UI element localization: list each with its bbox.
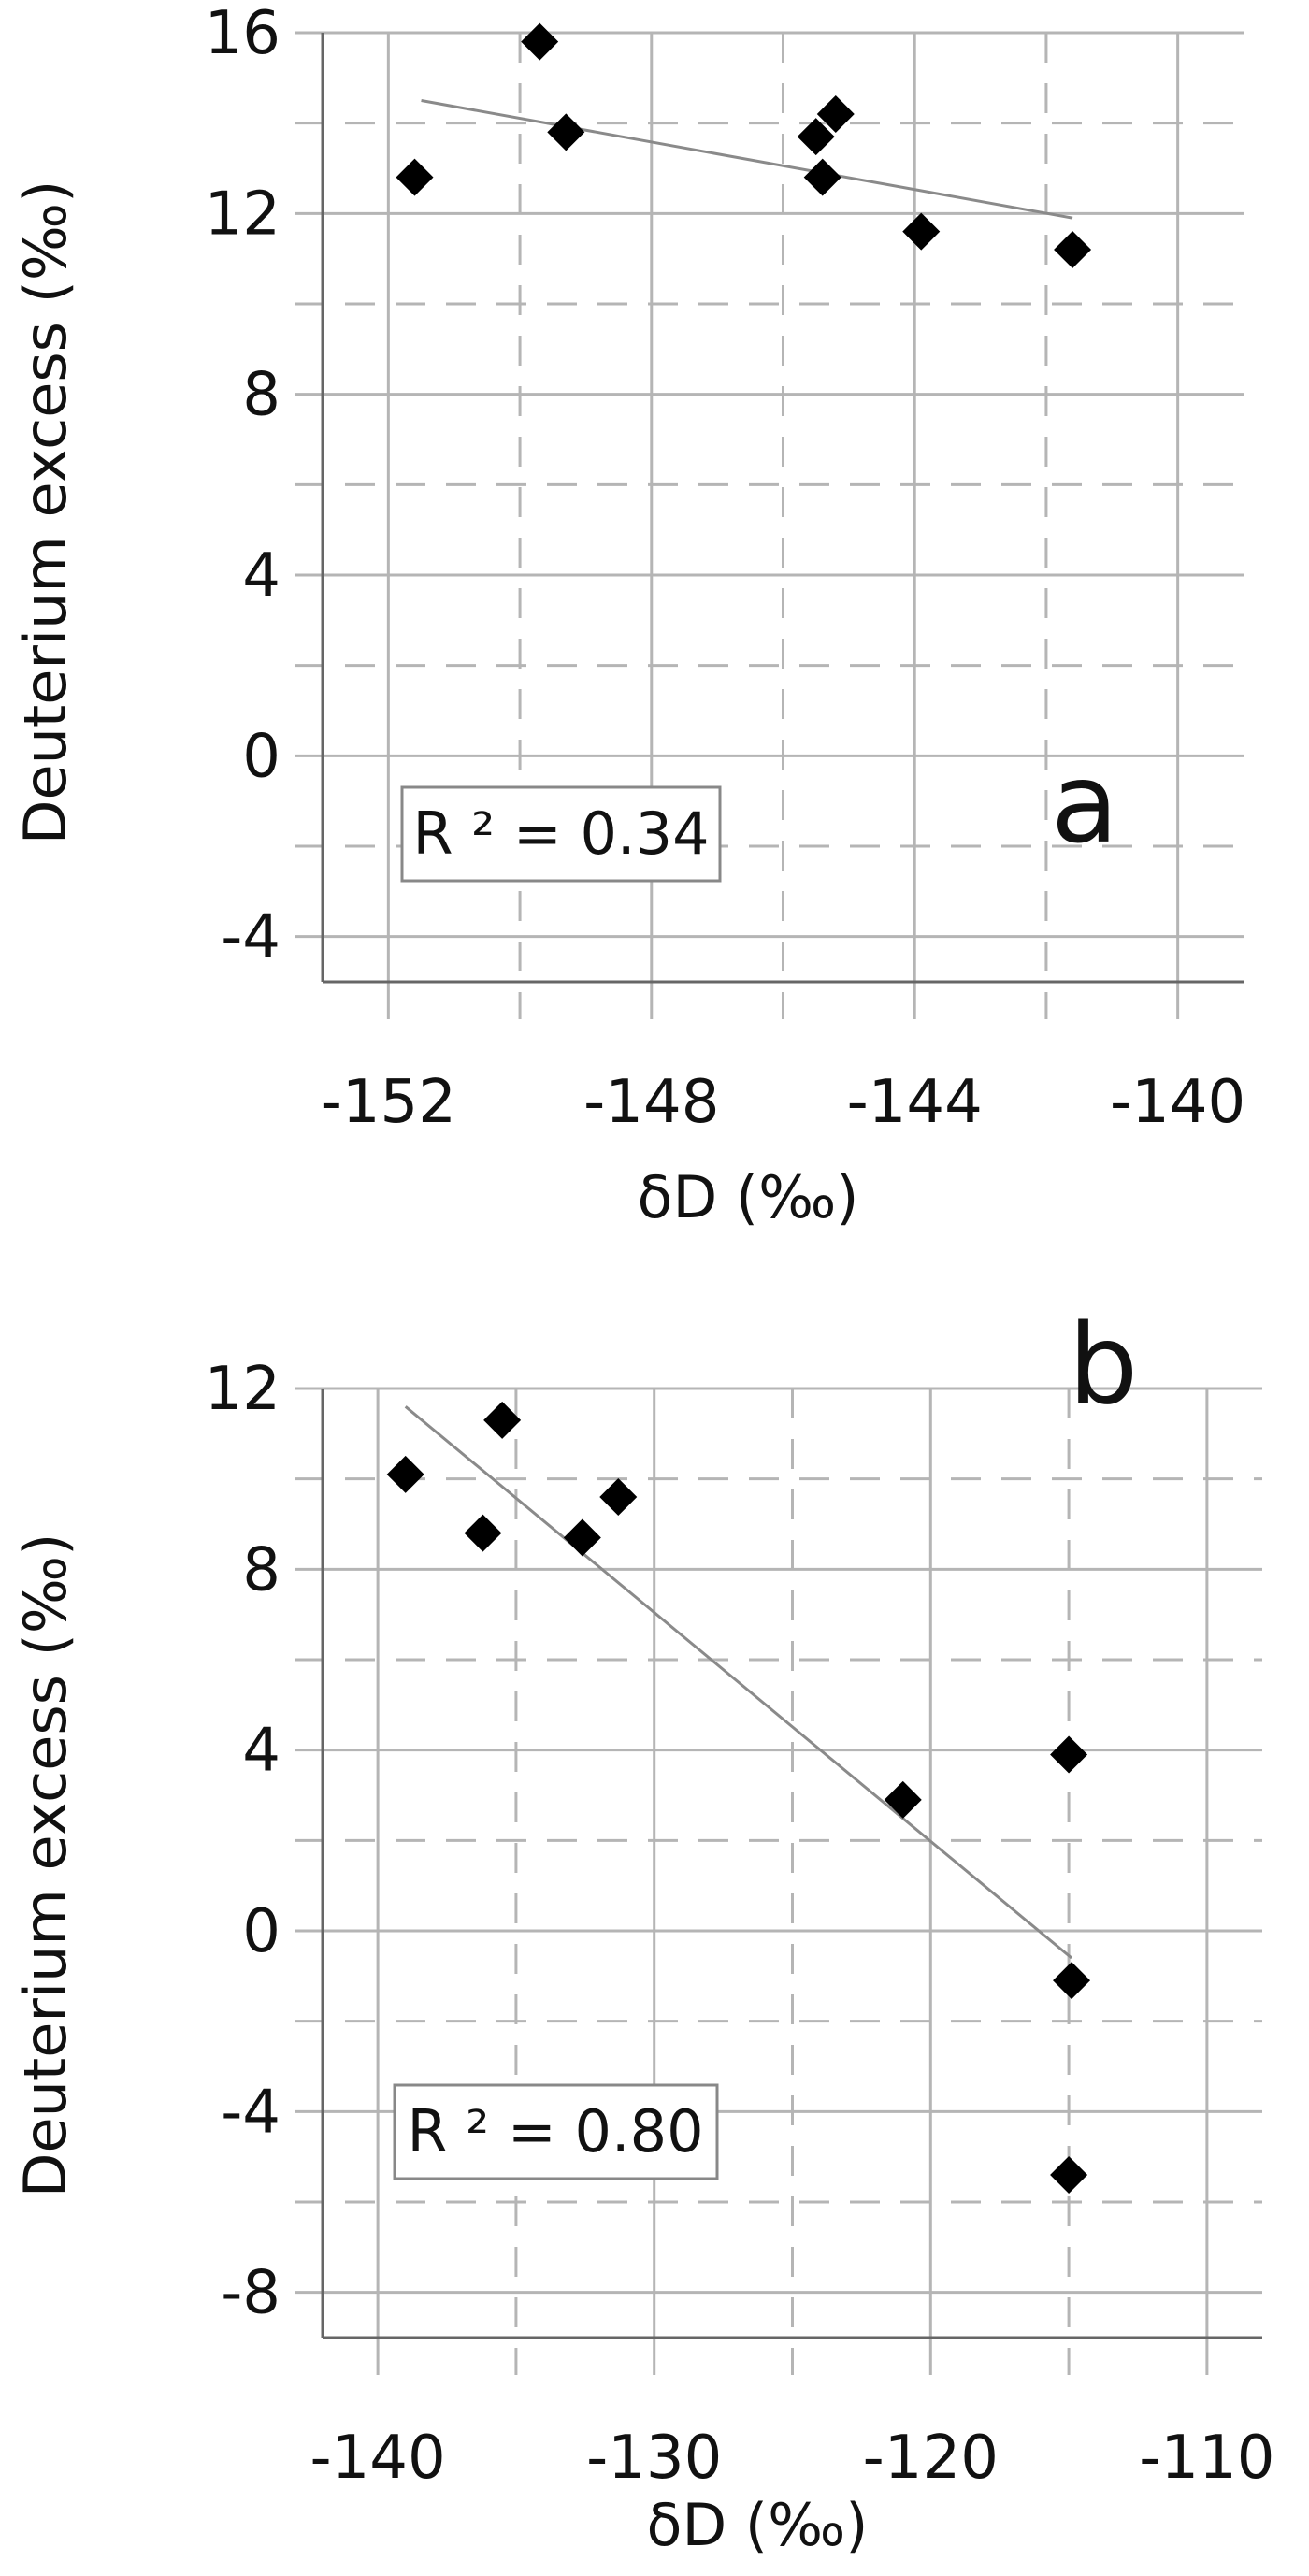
grid-lines: [295, 31, 1244, 1019]
x-axis-label: δD (‰): [638, 1163, 859, 1231]
x-tick-label: -148: [583, 1068, 719, 1137]
r-squared-box: [393, 2083, 719, 2180]
data-points: [386, 1401, 1091, 2194]
y-tick-label: 0: [242, 722, 280, 791]
y-tick-label: 12: [205, 1355, 280, 1424]
x-tick-label: -152: [321, 1068, 456, 1137]
chart-panel-b: -140 -130 -120 -110 12 8 4 0 -4 -8 δD (‰) Deuter…: [11, 1300, 1275, 2559]
data-point: [884, 1780, 922, 1819]
axes: [321, 33, 1244, 984]
data-point: [803, 158, 842, 196]
trendline: [421, 99, 1073, 220]
y-tick-label: 4: [242, 541, 280, 611]
x-tick-labels: -140 -130 -120 -110: [309, 2424, 1274, 2493]
x-tick-label: -120: [863, 2424, 999, 2493]
r-squared-box: [400, 785, 722, 883]
data-point: [1050, 2156, 1088, 2194]
x-tick-label: -130: [586, 2424, 722, 2493]
y-tick-label: -8: [221, 2259, 280, 2328]
chart-panel-a: -152 -148 -144 -140 16 12 8 4 0 -4 δD (‰) Deuter…: [11, 0, 1245, 1231]
axes: [321, 1389, 1262, 2339]
data-point: [464, 1514, 502, 1552]
data-point: [521, 22, 559, 61]
x-tick-label: -140: [309, 2424, 445, 2493]
data-point: [1050, 1735, 1088, 1774]
x-tick-label: -144: [847, 1068, 983, 1137]
data-point: [396, 158, 434, 196]
y-axis-label: Deuterium excess (‰): [11, 1533, 79, 2198]
data-point: [1054, 231, 1092, 268]
y-tick-labels: 12 8 4 0 -4 -8: [205, 1355, 280, 2328]
data-point: [547, 113, 585, 151]
r-squared-label: R ² = 0.34: [412, 799, 709, 868]
panel-letter: a: [1051, 739, 1118, 868]
trendline: [404, 1405, 1073, 1960]
y-tick-label: 12: [205, 180, 280, 249]
data-point: [797, 118, 835, 156]
grid-lines: [295, 1387, 1262, 2375]
panel-letter: b: [1069, 1300, 1139, 1429]
r-squared-label: R ² = 0.80: [407, 2097, 703, 2166]
data-point: [563, 1518, 601, 1557]
data-point: [386, 1455, 424, 1493]
y-tick-labels: 16 12 8 4 0 -4: [205, 0, 280, 972]
x-tick-label: -110: [1139, 2424, 1274, 2493]
y-tick-label: 0: [242, 1897, 280, 1966]
y-tick-label: 4: [242, 1717, 280, 1786]
data-point: [483, 1401, 522, 1439]
data-point: [902, 212, 941, 251]
y-tick-label: 16: [205, 0, 280, 68]
data-points: [396, 22, 1092, 268]
y-tick-label: 8: [242, 361, 280, 430]
y-axis-label: Deuterium excess (‰): [11, 180, 79, 845]
data-point: [816, 95, 855, 133]
x-tick-labels: -152 -148 -144 -140: [321, 1068, 1246, 1137]
x-tick-label: -140: [1110, 1068, 1245, 1137]
x-axis-label: δD (‰): [647, 2491, 869, 2559]
y-tick-label: -4: [221, 903, 280, 972]
data-point: [1053, 1962, 1091, 2000]
y-tick-label: -4: [221, 2078, 280, 2147]
data-point: [599, 1478, 638, 1516]
y-tick-label: 8: [242, 1535, 280, 1605]
